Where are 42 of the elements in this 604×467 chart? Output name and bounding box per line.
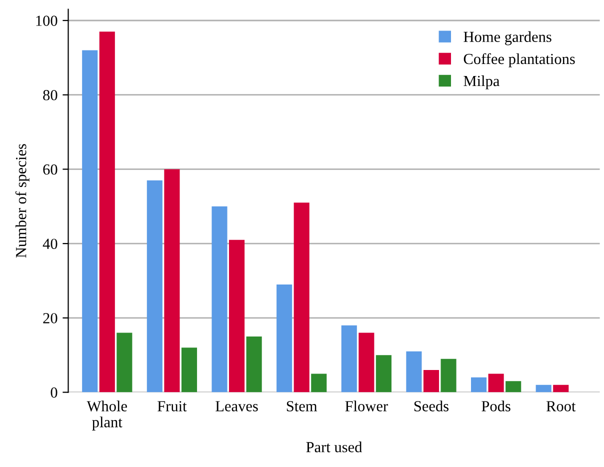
bar	[146, 180, 162, 392]
bar	[536, 384, 552, 392]
bar	[116, 332, 132, 392]
x-tick-label: Stem	[286, 401, 318, 412]
bar	[423, 370, 440, 392]
bar	[470, 377, 487, 392]
y-axis-title: Number of species	[15, 144, 30, 258]
x-tick-label: Root	[546, 401, 576, 412]
bar	[246, 336, 262, 392]
x-tick-label: Fruit	[158, 401, 187, 412]
y-tick-label: 80	[43, 90, 58, 100]
bar	[99, 32, 115, 392]
bar	[553, 384, 569, 392]
bar	[488, 374, 504, 392]
bar	[440, 358, 456, 392]
y-tick-label: 0	[50, 387, 58, 398]
x-axis-title: Part used	[306, 442, 362, 452]
x-tick-label: Pods	[482, 400, 510, 412]
bar	[358, 332, 374, 392]
x-tick-label: Leaves	[216, 401, 258, 412]
y-tick-label: 100	[36, 16, 58, 26]
bar	[82, 50, 98, 392]
y-tick-label: 40	[42, 238, 58, 250]
bar	[229, 240, 245, 392]
bar	[506, 381, 522, 392]
bar	[276, 284, 292, 392]
bar	[164, 169, 180, 392]
bar	[341, 325, 357, 392]
bar	[311, 374, 327, 392]
bar	[212, 206, 228, 392]
y-tick-label: 60	[43, 164, 58, 175]
x-tick-label: Flower	[345, 400, 388, 412]
x-tick-label: Whole plant	[86, 400, 127, 430]
bar	[376, 355, 392, 392]
legend-label: Home gardens	[464, 31, 552, 46]
x-tick-label: Seeds	[414, 400, 449, 412]
legend-label: Milpa	[464, 75, 500, 90]
bar	[294, 202, 310, 392]
legend-label: Coffee plantations	[464, 53, 575, 68]
bar	[406, 351, 422, 392]
bar	[181, 348, 198, 392]
y-tick-label: 20	[43, 313, 58, 324]
